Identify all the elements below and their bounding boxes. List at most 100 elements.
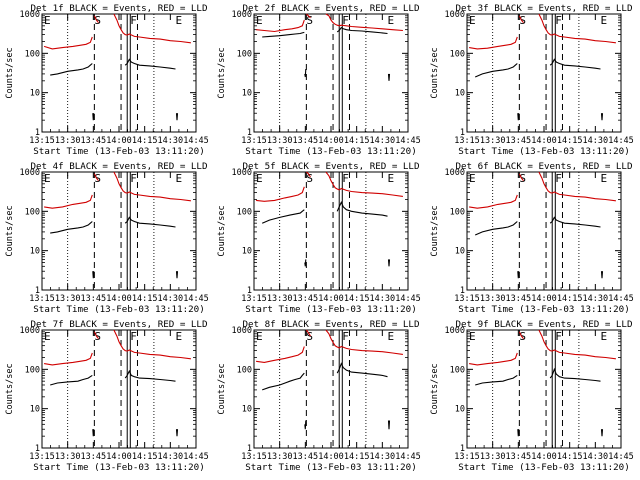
ytick-label: 10 bbox=[455, 247, 465, 257]
xtick-label: 14:45 bbox=[608, 294, 634, 304]
xaxis-label: Start Time (13-Feb-03 13:11:20) bbox=[33, 146, 204, 157]
series-lld bbox=[469, 194, 518, 209]
ytick-label: 1 bbox=[35, 128, 40, 138]
marker-f: F bbox=[130, 14, 137, 27]
series-lld bbox=[518, 173, 524, 182]
series-lld bbox=[518, 331, 524, 340]
series-lld bbox=[93, 331, 99, 340]
marker-f: F bbox=[555, 330, 562, 343]
ytick-label: 10 bbox=[455, 89, 465, 99]
ytick-label: 1000 bbox=[445, 10, 465, 20]
xtick-label: 13:15 bbox=[241, 136, 267, 146]
panel-title: Det 5f BLACK = Events, RED = LLD bbox=[242, 161, 419, 172]
xtick-label: 13:45 bbox=[293, 136, 319, 146]
series-events bbox=[124, 369, 176, 382]
series-events bbox=[50, 221, 93, 234]
plot-frame bbox=[466, 329, 622, 449]
series-events bbox=[387, 73, 391, 81]
xtick-label: 14:45 bbox=[608, 136, 634, 146]
series-lld bbox=[113, 329, 191, 360]
xtick-label: 14:15 bbox=[344, 294, 370, 304]
series-lld bbox=[306, 13, 311, 19]
xtick-label: 14:00 bbox=[531, 136, 557, 146]
series-lld bbox=[518, 15, 524, 24]
series-events bbox=[175, 429, 179, 437]
yaxis-label: Counts/sec bbox=[430, 47, 440, 98]
series-lld bbox=[93, 173, 99, 182]
plot-frame bbox=[41, 171, 197, 291]
xtick-label: 14:00 bbox=[318, 452, 344, 462]
ytick-label: 1 bbox=[35, 286, 40, 296]
series-lld bbox=[256, 19, 305, 33]
yaxis-label: Counts/sec bbox=[217, 47, 227, 98]
series-lld bbox=[469, 352, 518, 366]
series-lld bbox=[256, 186, 305, 202]
ytick-label: 10 bbox=[30, 405, 40, 415]
marker-e: E bbox=[44, 14, 51, 27]
series-lld bbox=[325, 171, 403, 197]
ytick-label: 1000 bbox=[232, 168, 252, 178]
ytick-label: 10 bbox=[30, 89, 40, 99]
xtick-label: 14:15 bbox=[132, 136, 158, 146]
xtick-label: 13:15 bbox=[241, 452, 267, 462]
xaxis-label: Start Time (13-Feb-03 13:11:20) bbox=[245, 462, 416, 473]
ytick-label: 100 bbox=[25, 365, 40, 375]
series-lld bbox=[305, 329, 311, 337]
xtick-label: 13:45 bbox=[81, 294, 107, 304]
ytick-label: 100 bbox=[25, 207, 40, 217]
xtick-label: 13:45 bbox=[506, 452, 532, 462]
panel-title: Det 3f BLACK = Events, RED = LLD bbox=[455, 3, 632, 14]
panel-title: Det 6f BLACK = Events, RED = LLD bbox=[455, 161, 632, 172]
xaxis-label: Start Time (13-Feb-03 13:11:20) bbox=[33, 462, 204, 473]
panel-title: Det 2f BLACK = Events, RED = LLD bbox=[242, 3, 419, 14]
series-lld bbox=[538, 171, 616, 202]
series-events bbox=[474, 221, 518, 236]
xtick-label: 13:45 bbox=[506, 294, 532, 304]
marker-e: E bbox=[175, 330, 182, 343]
ytick-label: 1 bbox=[460, 128, 465, 138]
yaxis-label: Counts/sec bbox=[5, 363, 15, 414]
xtick-label: 14:00 bbox=[106, 136, 132, 146]
marker-e: E bbox=[175, 14, 182, 27]
marker-f: F bbox=[555, 172, 562, 185]
series-events bbox=[50, 374, 93, 386]
marker-s: S bbox=[519, 14, 526, 27]
xtick-label: 14:15 bbox=[557, 136, 583, 146]
series-events bbox=[124, 58, 176, 70]
plot-frame bbox=[41, 13, 197, 133]
ytick-label: 10 bbox=[455, 405, 465, 415]
ytick-label: 1 bbox=[247, 128, 252, 138]
ytick-label: 1000 bbox=[232, 326, 252, 336]
series-events bbox=[50, 63, 93, 76]
xtick-label: 13:30 bbox=[55, 294, 81, 304]
xtick-label: 14:45 bbox=[183, 136, 209, 146]
marker-f: F bbox=[342, 330, 349, 343]
series-lld bbox=[43, 36, 93, 50]
marker-e: E bbox=[469, 14, 476, 27]
xtick-label: 14:15 bbox=[132, 452, 158, 462]
ytick-label: 1000 bbox=[20, 326, 40, 336]
marker-e: E bbox=[387, 330, 394, 343]
xtick-label: 13:15 bbox=[29, 452, 55, 462]
series-lld bbox=[93, 15, 99, 24]
ytick-label: 10 bbox=[242, 89, 252, 99]
xtick-label: 13:15 bbox=[29, 136, 55, 146]
series-events bbox=[336, 200, 388, 217]
xtick-label: 14:15 bbox=[344, 136, 370, 146]
xtick-label: 14:30 bbox=[158, 136, 184, 146]
marker-e: E bbox=[44, 172, 51, 185]
xtick-label: 13:30 bbox=[480, 452, 506, 462]
marker-s: S bbox=[94, 172, 101, 185]
ytick-label: 100 bbox=[450, 207, 465, 217]
xtick-label: 13:15 bbox=[241, 294, 267, 304]
xaxis-label: Start Time (13-Feb-03 13:11:20) bbox=[458, 146, 629, 157]
series-events bbox=[304, 420, 307, 430]
marker-f: F bbox=[555, 14, 562, 27]
xtick-label: 14:45 bbox=[395, 136, 421, 146]
panel-title: Det 8f BLACK = Events, RED = LLD bbox=[242, 319, 419, 330]
xtick-label: 13:30 bbox=[480, 294, 506, 304]
marker-s: S bbox=[306, 14, 313, 27]
